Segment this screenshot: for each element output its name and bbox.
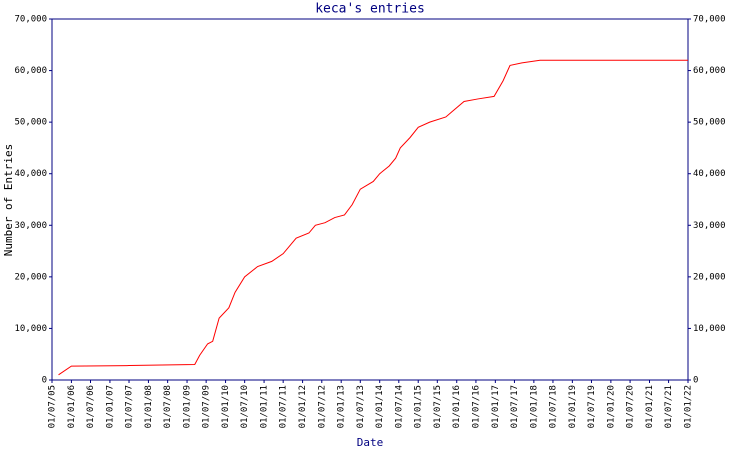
x-tick-label: 01/01/14	[375, 385, 385, 428]
x-tick-label: 01/07/21	[664, 385, 674, 428]
x-tick-label: 01/01/13	[337, 385, 347, 428]
x-tick-label: 01/01/07	[105, 385, 115, 428]
x-tick-label: 01/07/10	[240, 385, 250, 428]
x-tick-label: 01/07/06	[86, 385, 96, 428]
y-tick-label-right: 30,000	[693, 221, 726, 231]
x-tick-label: 01/07/05	[48, 385, 58, 428]
x-tick-label: 01/01/10	[221, 385, 231, 428]
y-tick-label-right: 10,000	[693, 324, 726, 334]
x-tick-label: 01/01/21	[645, 385, 655, 428]
x-tick-label: 01/07/12	[317, 385, 327, 428]
x-tick-label: 01/07/13	[356, 385, 366, 428]
data-line	[58, 59, 688, 376]
y-tick-label-right: 50,000	[693, 118, 726, 128]
x-tick-label: 01/07/20	[626, 385, 636, 428]
y-tick-label-right: 20,000	[693, 272, 726, 282]
x-tick-label: 01/07/08	[163, 385, 173, 428]
x-tick-label: 01/01/20	[606, 385, 616, 428]
x-tick-label: 01/07/17	[510, 385, 520, 428]
x-tick-label: 01/01/18	[529, 385, 539, 428]
x-tick-label: 01/01/06	[67, 385, 77, 428]
y-tick-label-right: 40,000	[693, 169, 726, 179]
x-axis-label: Date	[357, 436, 384, 449]
x-tick-label: 01/07/07	[125, 385, 135, 428]
x-tick-label: 01/07/14	[394, 385, 404, 428]
y-tick-label: 70,000	[14, 15, 47, 25]
x-tick-label: 01/07/11	[279, 385, 289, 428]
x-tick-label: 01/01/08	[144, 385, 154, 428]
y-tick-label-right: 70,000	[693, 15, 726, 25]
chart-title: keca's entries	[315, 2, 425, 17]
x-tick-label: 01/01/22	[684, 385, 694, 428]
x-tick-label: 01/07/09	[202, 385, 212, 428]
y-tick-label-right: 60,000	[693, 66, 726, 76]
x-tick-label: 01/01/15	[414, 385, 424, 428]
y-tick-label: 0	[42, 376, 47, 386]
x-tick-label: 01/01/19	[568, 385, 578, 428]
x-tick-label: 01/07/19	[587, 385, 597, 428]
y-tick-label: 40,000	[14, 169, 47, 179]
x-tick-label: 01/01/09	[183, 385, 193, 428]
x-tick-label: 01/07/16	[471, 385, 481, 428]
y-tick-label: 20,000	[14, 272, 47, 282]
x-tick-label: 01/01/12	[298, 385, 308, 428]
x-tick-label: 01/01/11	[260, 385, 270, 428]
x-tick-label: 01/01/17	[491, 385, 501, 428]
y-axis-label: Number of Entries	[2, 144, 15, 257]
y-tick-label: 10,000	[14, 324, 47, 334]
y-tick-label-right: 0	[693, 376, 698, 386]
y-tick-label: 60,000	[14, 66, 47, 76]
x-tick-label: 01/01/16	[452, 385, 462, 428]
x-tick-label: 01/07/18	[548, 385, 558, 428]
plot-frame	[51, 18, 689, 381]
y-tick-label: 50,000	[14, 118, 47, 128]
y-tick-label: 30,000	[14, 221, 47, 231]
x-tick-label: 01/07/15	[433, 385, 443, 428]
